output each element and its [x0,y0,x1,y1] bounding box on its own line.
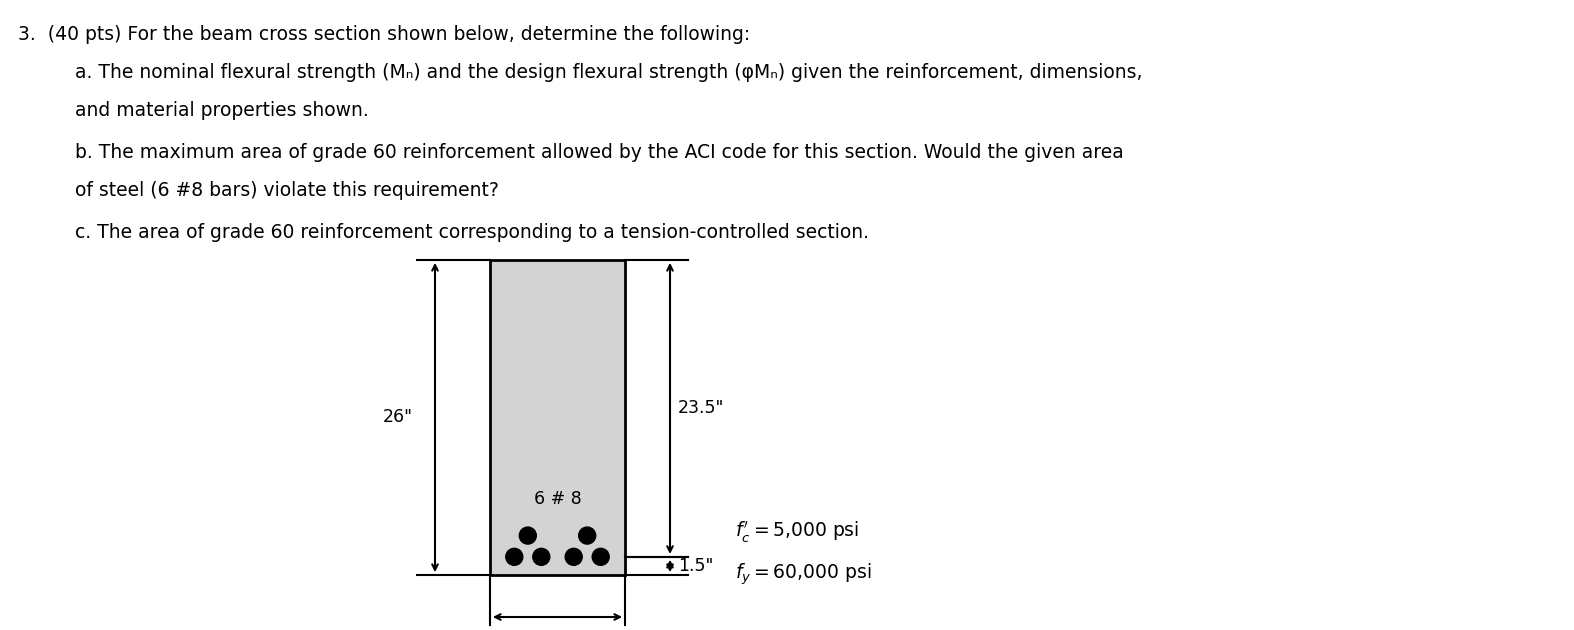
Text: $f_c^{\prime} = 5{,}000$ psi: $f_c^{\prime} = 5{,}000$ psi [735,519,859,544]
Text: 3.  (40 pts) For the beam cross section shown below, determine the following:: 3. (40 pts) For the beam cross section s… [17,25,751,44]
Text: and material properties shown.: and material properties shown. [76,101,368,120]
Text: 26": 26" [382,408,412,427]
Circle shape [534,548,549,565]
Circle shape [565,548,582,565]
Text: c. The area of grade 60 reinforcement corresponding to a tension-controlled sect: c. The area of grade 60 reinforcement co… [76,222,869,241]
Text: of steel (6 #8 bars) violate this requirement?: of steel (6 #8 bars) violate this requir… [76,181,499,200]
Text: 23.5": 23.5" [678,399,724,418]
Circle shape [519,527,537,544]
Circle shape [579,527,595,544]
Text: 1.5": 1.5" [678,557,713,575]
Bar [490,260,625,575]
Text: a. The nominal flexural strength (Mₙ) and the design flexural strength (φMₙ) giv: a. The nominal flexural strength (Mₙ) an… [76,63,1143,82]
Text: b. The maximum area of grade 60 reinforcement allowed by the ACI code for this s: b. The maximum area of grade 60 reinforc… [76,143,1124,162]
Circle shape [505,548,523,565]
Circle shape [592,548,609,565]
Text: 6 # 8: 6 # 8 [534,490,581,508]
Text: $f_y = 60{,}000$ psi: $f_y = 60{,}000$ psi [735,561,872,587]
